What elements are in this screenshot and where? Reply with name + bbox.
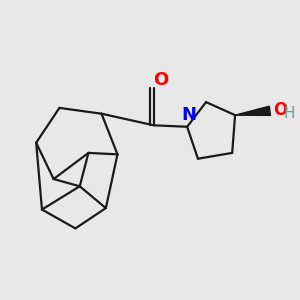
Text: N: N — [181, 106, 196, 124]
Text: O: O — [273, 101, 287, 119]
Text: H: H — [284, 106, 296, 121]
Text: O: O — [153, 71, 169, 89]
Polygon shape — [235, 106, 271, 116]
